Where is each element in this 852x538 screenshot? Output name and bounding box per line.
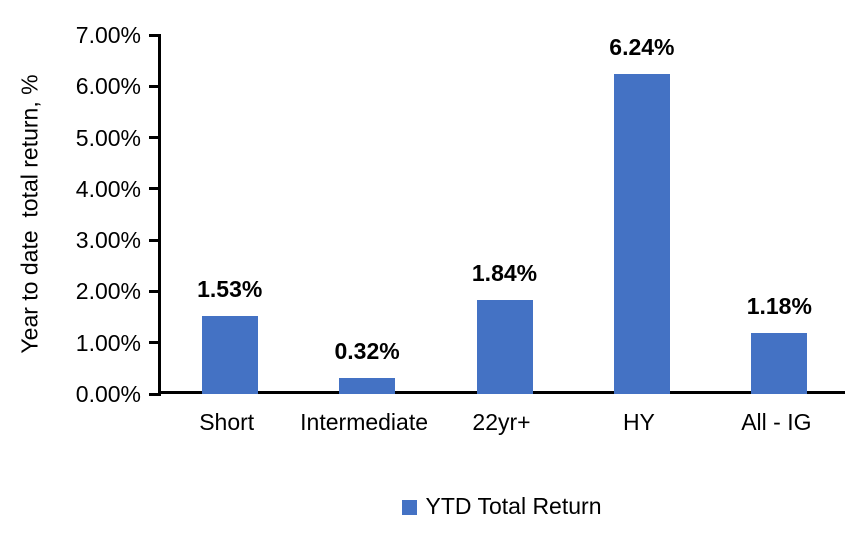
- y-tick-label: 0.00%: [75, 381, 141, 407]
- y-tick-label: 4.00%: [75, 175, 141, 202]
- y-tick-label: 3.00%: [75, 227, 141, 254]
- y-tick-label: 7.00%: [75, 22, 141, 48]
- bar-hy: [613, 73, 670, 394]
- y-tick-mark: [149, 136, 161, 140]
- bar-22yr: [476, 299, 533, 394]
- bar-value-label: 6.24%: [609, 33, 675, 60]
- y-tick-mark: [149, 238, 161, 242]
- y-tick-label: 5.00%: [75, 124, 141, 151]
- legend-swatch: [401, 499, 417, 515]
- y-tick-label: 6.00%: [75, 73, 141, 100]
- y-tick-mark: [149, 341, 161, 345]
- plot-area: 0.00% 1.00% 2.00% 3.00% 4.00% 5.00% 6.00% 7.00%…: [76, 22, 845, 407]
- bar-intermediate: [339, 377, 396, 394]
- y-tick-mark: [149, 33, 161, 37]
- y-tick-label: 2.00%: [75, 278, 141, 305]
- y-axis-title: Year to date total return, %: [16, 74, 43, 354]
- bar-value-label: 0.32%: [334, 337, 400, 364]
- y-tick-label: 1.00%: [75, 329, 141, 356]
- bar-value-label: 1.18%: [746, 293, 812, 320]
- legend: YTD Total Return: [158, 492, 845, 520]
- y-tick-mark: [149, 84, 161, 88]
- y-tick-mark: [149, 392, 161, 396]
- bar-all-ig: [751, 333, 808, 394]
- x-category-label-all-ig: All - IG: [741, 409, 812, 435]
- x-category-label-22yr: 22yr+: [472, 409, 531, 435]
- x-category-label-hy: HY: [622, 409, 655, 435]
- bar-value-label: 1.84%: [471, 259, 538, 286]
- x-category-label-short: Short: [199, 409, 255, 435]
- x-category-label-intermediate: Intermediate: [300, 409, 429, 435]
- bar-short: [201, 315, 258, 394]
- x-axis-labels: Short Intermediate 22yr+ HY All - IG: [158, 408, 845, 436]
- y-tick-mark: [149, 289, 161, 293]
- y-tick-mark: [149, 187, 161, 191]
- bar-value-label: 1.53%: [197, 275, 263, 302]
- legend-label: YTD Total Return: [425, 493, 602, 519]
